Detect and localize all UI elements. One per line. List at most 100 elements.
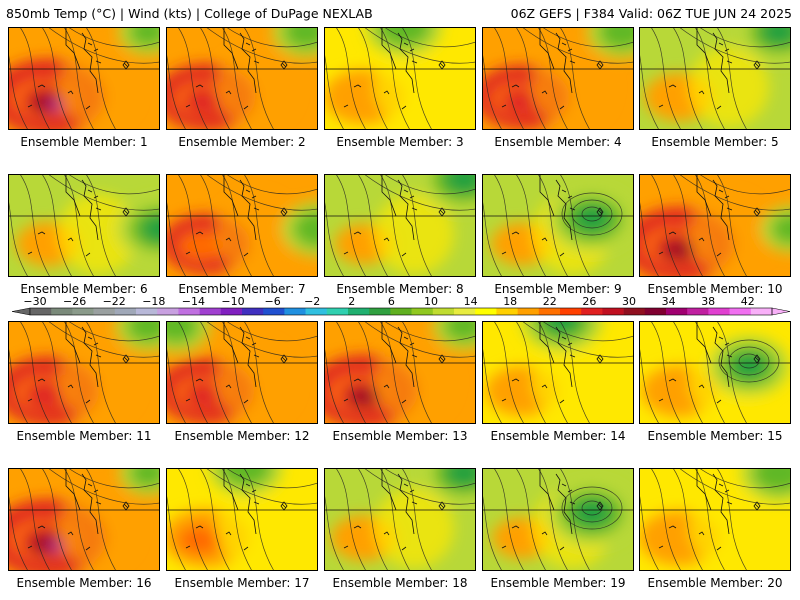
colorbar-tick-label: 10 xyxy=(424,295,438,308)
ensemble-member-label: Ensemble Member: 14 xyxy=(490,429,626,443)
ensemble-map-panel xyxy=(8,468,160,571)
colorbar-segment xyxy=(581,308,603,315)
colorbar-segment xyxy=(263,308,285,315)
colorbar-segment xyxy=(432,308,455,315)
temperature-map xyxy=(166,27,318,130)
ensemble-member-label: Ensemble Member: 4 xyxy=(494,135,622,149)
colorbar-tick-label: −30 xyxy=(23,295,46,308)
ensemble-member-label: Ensemble Member: 1 xyxy=(20,135,148,149)
colorbar-segment xyxy=(199,308,222,315)
ensemble-map-panel xyxy=(166,321,318,424)
ensemble-map-panel xyxy=(639,321,791,424)
colorbar-tick-label: 30 xyxy=(622,295,636,308)
colorbar-tick-label: 34 xyxy=(662,295,676,308)
colorbar-segment xyxy=(51,308,73,315)
ensemble-map-panel xyxy=(8,27,160,130)
ensemble-map-panel xyxy=(482,174,634,277)
colorbar-segment xyxy=(348,308,370,315)
temperature-colorbar: −30 −26 −22 −18 −14 −10 −6 −2 2 6 10 14 18 22 26 30 34 38… xyxy=(11,295,791,316)
temperature-map xyxy=(8,27,160,130)
colorbar-tick-label: 6 xyxy=(388,295,395,308)
ensemble-member-label: Ensemble Member: 11 xyxy=(16,429,152,443)
colorbar-tick-label: 22 xyxy=(543,295,557,308)
ensemble-map-panel xyxy=(324,468,476,571)
temperature-map xyxy=(639,468,791,571)
colorbar-segment xyxy=(729,308,752,315)
colorbar-segment xyxy=(136,308,158,315)
temperature-map xyxy=(324,468,476,571)
colorbar-segment xyxy=(623,308,646,315)
colorbar-segment xyxy=(411,308,434,315)
map-title: 850mb Temp (°C) | Wind (kts) | College o… xyxy=(6,6,373,21)
colorbar-tick-label: 2 xyxy=(348,295,355,308)
colorbar-tick-label: 42 xyxy=(741,295,755,308)
colorbar-segment xyxy=(475,308,497,315)
colorbar-tick-label: 14 xyxy=(464,295,478,308)
temperature-map xyxy=(166,468,318,571)
ensemble-member-label: Ensemble Member: 12 xyxy=(174,429,310,443)
colorbar-segment xyxy=(602,308,624,315)
ensemble-member-label: Ensemble Member: 13 xyxy=(332,429,468,443)
colorbar-tick-label: 18 xyxy=(503,295,517,308)
colorbar-segment xyxy=(496,308,518,315)
ensemble-map-panel xyxy=(166,27,318,130)
temperature-map xyxy=(166,321,318,424)
ensemble-map-panel xyxy=(639,174,791,277)
colorbar-tick-label: −22 xyxy=(103,295,126,308)
colorbar-segment xyxy=(242,308,264,315)
colorbar-segment xyxy=(644,308,667,315)
ensemble-member-label: Ensemble Member: 6 xyxy=(20,282,148,296)
ensemble-member-label: Ensemble Member: 15 xyxy=(647,429,783,443)
ensemble-member-label: Ensemble Member: 7 xyxy=(178,282,306,296)
colorbar-tick-label: −14 xyxy=(182,295,205,308)
ensemble-map-panel xyxy=(166,174,318,277)
ensemble-member-label: Ensemble Member: 10 xyxy=(647,282,783,296)
colorbar-tick-label: −26 xyxy=(63,295,86,308)
ensemble-map-panel xyxy=(639,468,791,571)
colorbar-tick-label: −18 xyxy=(142,295,165,308)
ensemble-map-panel xyxy=(324,174,476,277)
ensemble-member-label: Ensemble Member: 8 xyxy=(336,282,464,296)
temperature-map xyxy=(482,468,634,571)
colorbar-segment xyxy=(390,308,412,315)
colorbar-segment xyxy=(560,308,582,315)
colorbar-tick-label: −6 xyxy=(264,295,280,308)
ensemble-member-label: Ensemble Member: 20 xyxy=(647,576,783,590)
temperature-map xyxy=(324,321,476,424)
colorbar-segment xyxy=(114,308,137,315)
colorbar-segment xyxy=(178,308,200,315)
ensemble-member-label: Ensemble Member: 18 xyxy=(332,576,468,590)
temperature-map xyxy=(8,321,160,424)
temperature-map xyxy=(8,174,160,277)
ensemble-map-panel xyxy=(166,468,318,571)
ensemble-member-label: Ensemble Member: 5 xyxy=(651,135,779,149)
temperature-map xyxy=(639,27,791,130)
colorbar-tick-label: −10 xyxy=(221,295,244,308)
temperature-map xyxy=(482,174,634,277)
ensemble-member-label: Ensemble Member: 16 xyxy=(16,576,152,590)
colorbar-segment xyxy=(30,308,52,315)
colorbar-segment xyxy=(157,308,179,315)
ensemble-map-panel xyxy=(324,27,476,130)
colorbar-segment xyxy=(93,308,116,315)
colorbar-arrow-high xyxy=(771,307,791,316)
ensemble-member-label: Ensemble Member: 9 xyxy=(494,282,622,296)
ensemble-map-panel xyxy=(324,321,476,424)
temperature-map xyxy=(482,27,634,130)
temperature-map xyxy=(482,321,634,424)
temperature-map xyxy=(639,174,791,277)
colorbar-segment xyxy=(666,308,688,315)
temperature-map xyxy=(639,321,791,424)
ensemble-map-panel xyxy=(482,321,634,424)
ensemble-map-panel xyxy=(8,174,160,277)
ensemble-map-panel xyxy=(482,27,634,130)
colorbar-segment xyxy=(687,308,709,315)
ensemble-member-label: Ensemble Member: 17 xyxy=(174,576,310,590)
temperature-map xyxy=(324,174,476,277)
colorbar-tick-label: 38 xyxy=(701,295,715,308)
ensemble-member-label: Ensemble Member: 19 xyxy=(490,576,626,590)
colorbar-segment xyxy=(369,308,391,315)
colorbar-tick-label: 26 xyxy=(582,295,596,308)
ensemble-map-panel xyxy=(482,468,634,571)
colorbar-segment xyxy=(750,308,773,315)
